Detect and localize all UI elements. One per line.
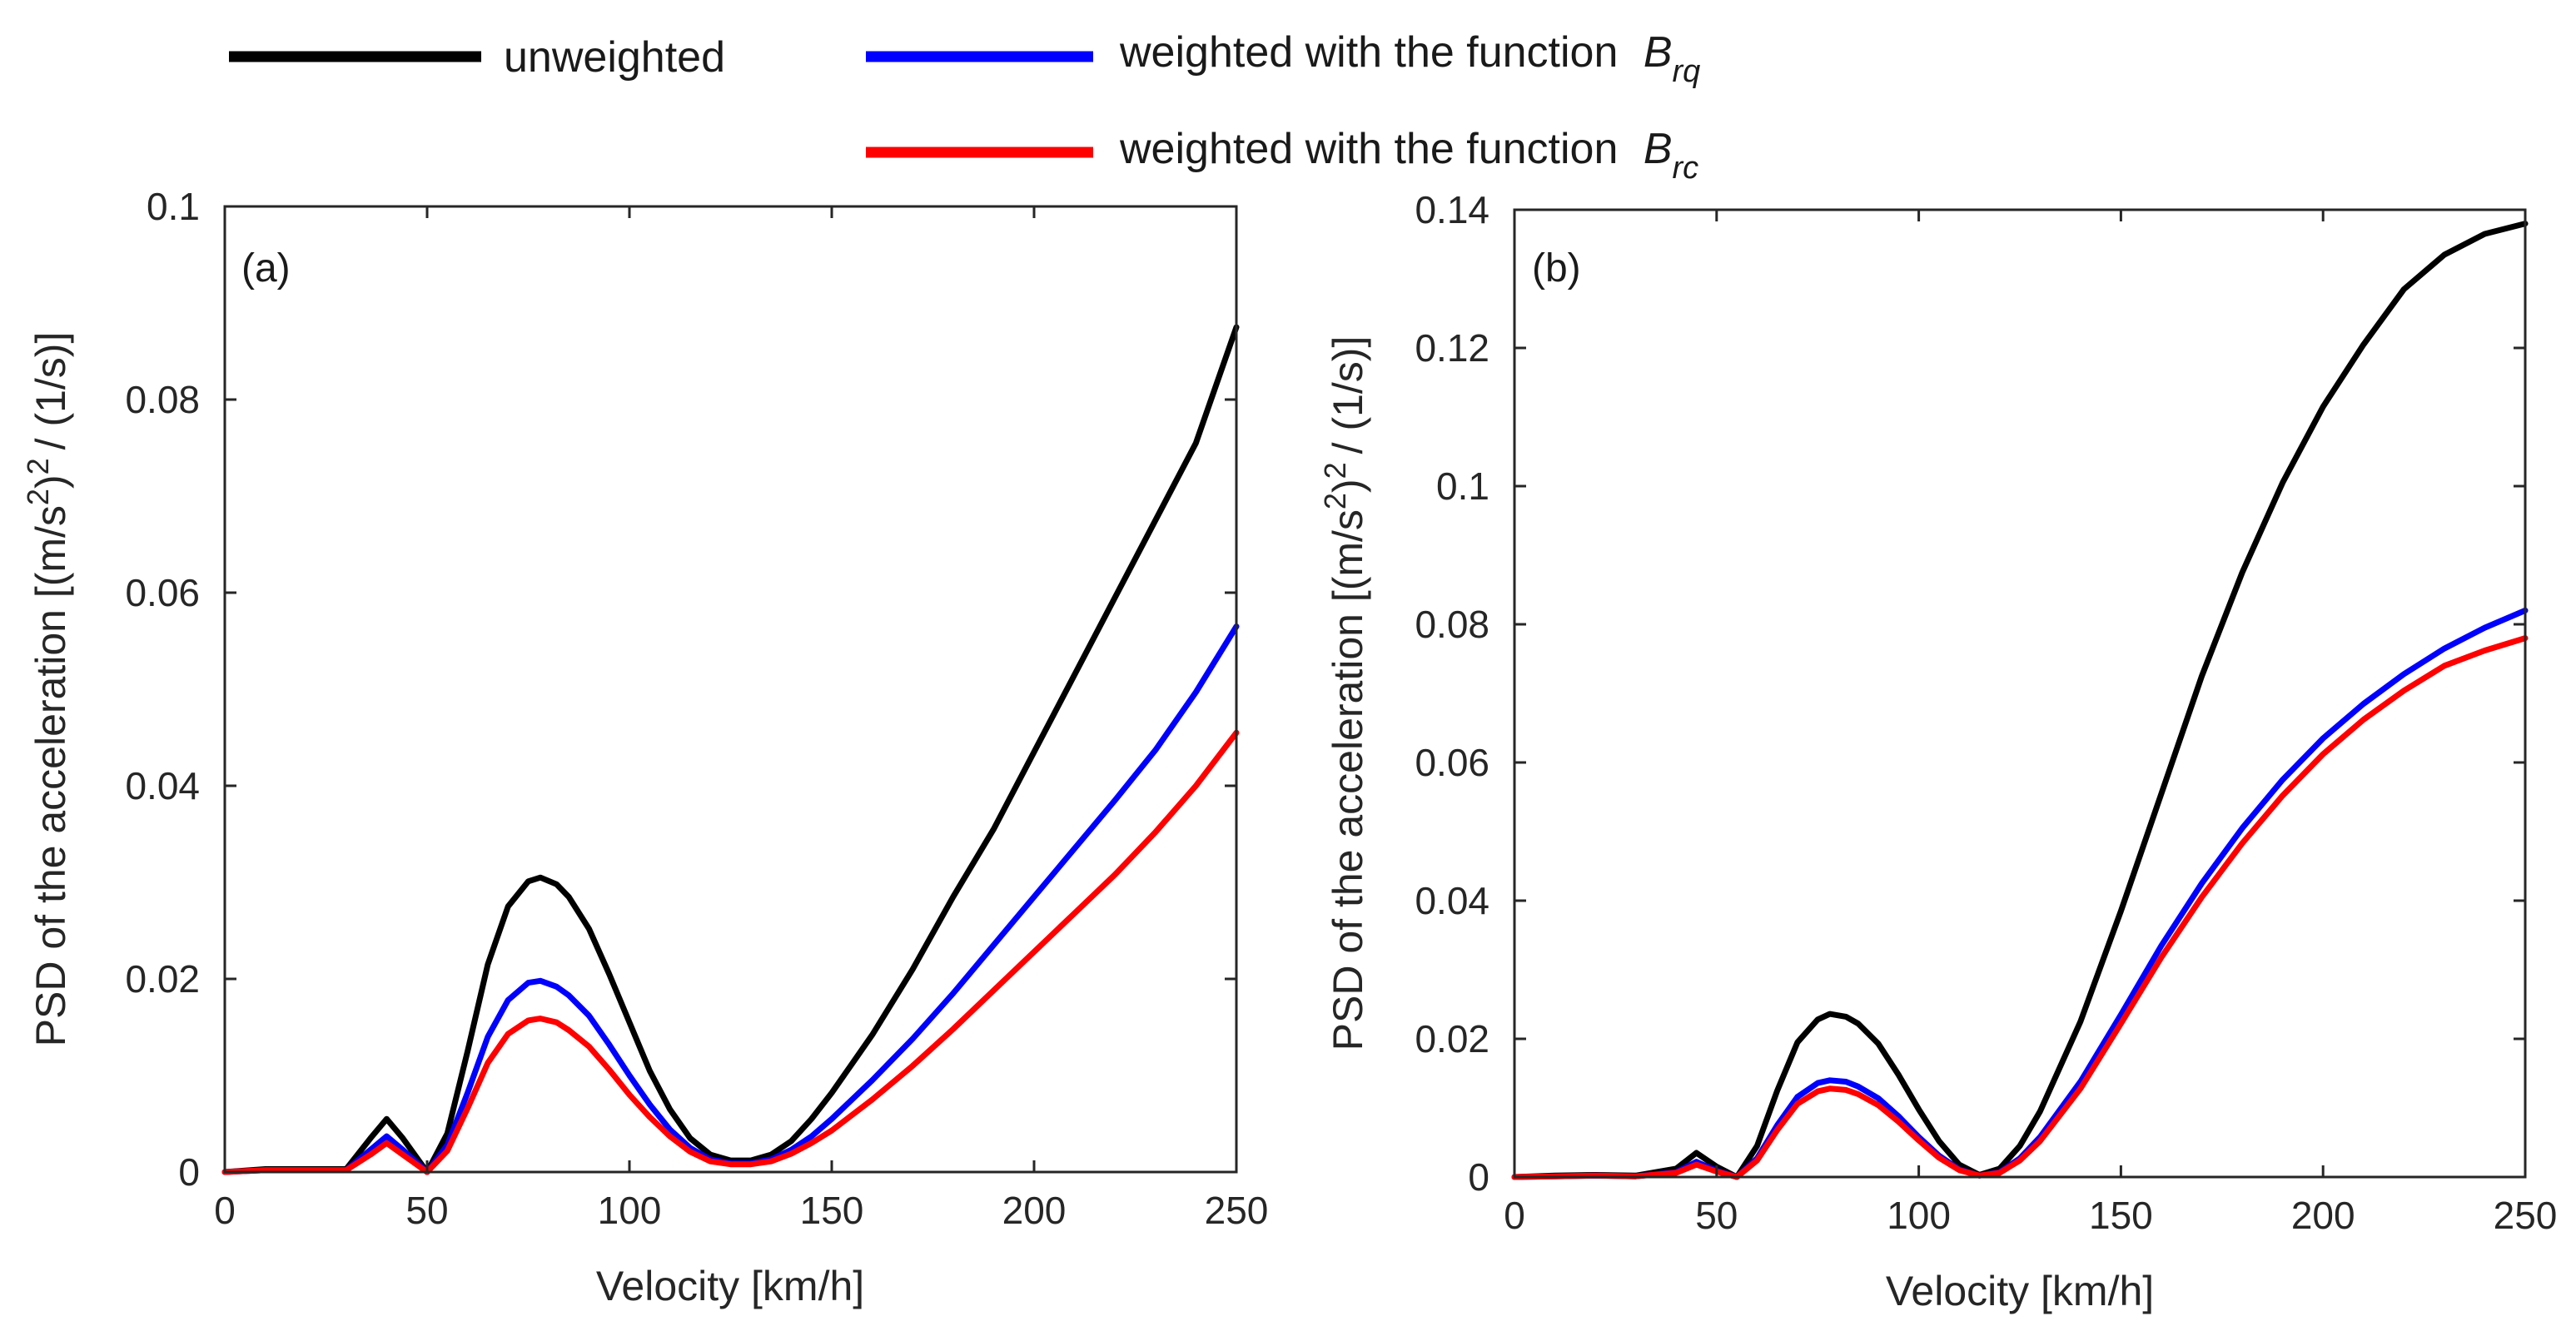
y-tick-label-a: 0.04	[125, 764, 200, 807]
panel-label-a: (a)	[241, 246, 291, 291]
y-tick-label-b: 0	[1468, 1155, 1489, 1199]
x-axis-label-b: Velocity [km/h]	[1886, 1268, 2154, 1314]
y-tick-label-b: 0.04	[1415, 879, 1489, 922]
x-tick-label-b: 50	[1695, 1194, 1738, 1237]
y-axis-b: 0 0.02 0.04 0.06 0.08 0.1 0.12 0.14	[1415, 188, 2525, 1199]
y-tick-label-a: 0.1	[147, 185, 200, 228]
x-tick-label-b: 150	[2089, 1194, 2153, 1237]
series-line-brc-a	[221, 729, 1240, 1175]
x-tick-label-a: 0	[214, 1189, 236, 1232]
series-line-unweighted-b	[1511, 221, 2529, 1180]
series-line-brc-b	[1511, 635, 2529, 1180]
y-tick-label-a: 0	[178, 1150, 200, 1194]
plot-lines-b	[1511, 221, 2529, 1180]
legend: unweighted weighted with the function Br…	[229, 28, 1700, 186]
y-tick-label-b: 0.12	[1415, 326, 1489, 370]
series-line-brq-a	[221, 623, 1240, 1175]
x-tick-label-a: 250	[1205, 1189, 1269, 1232]
x-tick-label-b: 200	[2291, 1194, 2355, 1237]
plot-frame-b	[1513, 208, 2527, 1179]
x-axis-label-a: Velocity [km/h]	[596, 1263, 864, 1309]
x-tick-label-a: 100	[598, 1189, 662, 1232]
y-tick-label-b: 0.1	[1436, 464, 1489, 508]
series-line-unweighted-a	[221, 324, 1240, 1175]
y-tick-label-b: 0.06	[1415, 741, 1489, 784]
x-tick-label-a: 150	[800, 1189, 864, 1232]
y-tick-label-a: 0.06	[125, 571, 200, 614]
y-tick-label-a: 0.08	[125, 378, 200, 421]
y-tick-label-b: 0.02	[1415, 1017, 1489, 1060]
x-axis-a: 0 50 100 150 200 250	[214, 206, 1268, 1232]
x-tick-label-b: 0	[1504, 1194, 1525, 1237]
x-tick-label-b: 250	[2494, 1194, 2558, 1237]
plot-frame-a	[223, 205, 1238, 1174]
y-tick-label-b: 0.08	[1415, 603, 1489, 646]
x-tick-label-a: 50	[405, 1189, 448, 1232]
legend-label-brc: weighted with the function Brc	[1119, 125, 1698, 186]
y-axis-label-b: PSD of the acceleration [(m/s2)2/ (1/s)]	[1318, 336, 1371, 1051]
chart-panel-b: 0 50 100 150 200 250 0 0.02 0.04 0.06 0.08 0.1 0.12…	[1318, 188, 2557, 1314]
y-tick-label-b: 0.14	[1415, 188, 1489, 231]
x-tick-label-b: 100	[1887, 1194, 1951, 1237]
series-line-brq-b	[1511, 607, 2529, 1180]
plot-lines-a	[221, 324, 1240, 1175]
panel-label-b: (b)	[1532, 246, 1581, 291]
x-axis-b: 0 50 100 150 200 250	[1504, 210, 2557, 1237]
legend-label-brq: weighted with the function Brq	[1119, 28, 1700, 89]
y-axis-label-a: PSD of the acceleration [(m/s2)2/ (1/s)]	[21, 332, 74, 1047]
y-tick-label-a: 0.02	[125, 957, 200, 1001]
chart-panel-a: 0 50 100 150 200 250 0 0.02 0.04 0.06 0.08 0.1 (a)…	[21, 185, 1268, 1309]
x-tick-label-a: 200	[1002, 1189, 1067, 1232]
y-axis-a: 0 0.02 0.04 0.06 0.08 0.1	[125, 185, 1236, 1194]
legend-label-unweighted: unweighted	[504, 33, 725, 82]
